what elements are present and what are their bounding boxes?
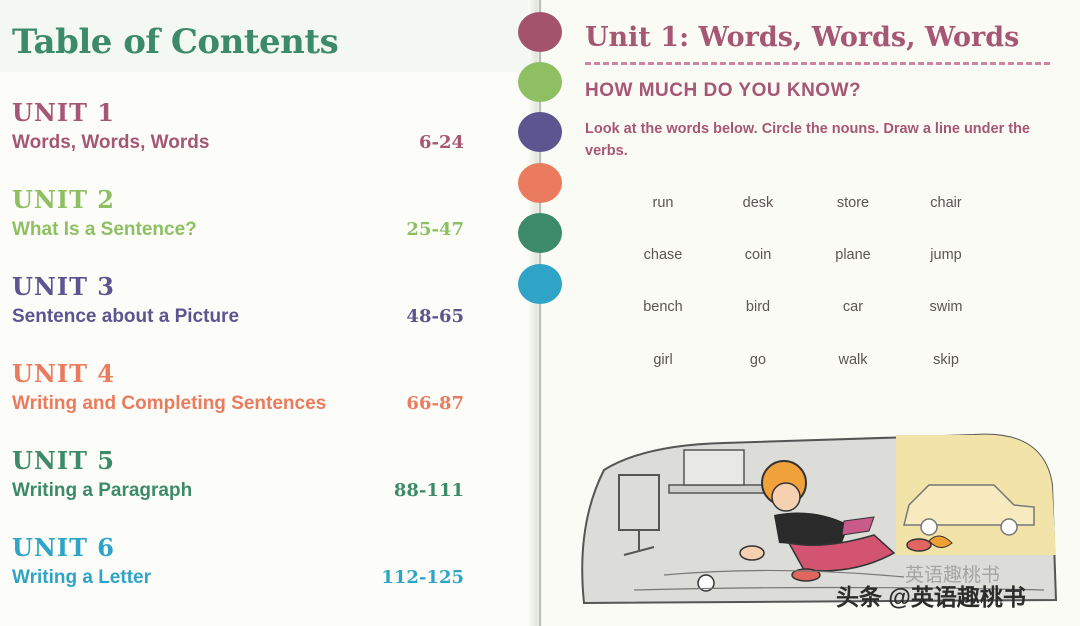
unit-pages: 88-111: [393, 480, 464, 501]
unit-name: Writing and Completing Sentences: [12, 393, 327, 414]
unit-name: Words, Words, Words: [12, 132, 210, 153]
tab-dot-unit-5[interactable]: [518, 213, 562, 253]
word-item[interactable]: bird: [745, 299, 771, 315]
toc-unit-6[interactable]: UNIT 6 Writing a Letter 112-125: [12, 533, 464, 603]
exercise-page: Unit 1: Words, Words, Words HOW MUCH DO …: [542, 0, 1080, 626]
tab-dot-unit-2[interactable]: [518, 62, 562, 102]
unit-heading: UNIT 2: [12, 185, 116, 214]
word-item[interactable]: girl: [653, 352, 673, 368]
word-item[interactable]: chair: [930, 195, 962, 211]
word-item[interactable]: car: [842, 299, 864, 315]
unit-name: Writing a Letter: [12, 567, 151, 588]
word-item[interactable]: coin: [744, 247, 772, 263]
unit-heading: UNIT 5: [12, 446, 116, 475]
unit-name: Sentence about a Picture: [12, 306, 240, 327]
unit-heading: UNIT 3: [12, 272, 116, 301]
toc-unit-5[interactable]: UNIT 5 Writing a Paragraph 88-111: [12, 446, 464, 516]
word-item[interactable]: bench: [643, 299, 683, 315]
toc-title: Table of Contents: [12, 22, 339, 62]
tab-dot-unit-3[interactable]: [518, 112, 562, 152]
unit-pages: 6-24: [418, 132, 464, 153]
unit-name: What Is a Sentence?: [12, 219, 197, 240]
tab-dot-unit-4[interactable]: [518, 163, 562, 203]
toc-unit-3[interactable]: UNIT 3 Sentence about a Picture 48-65: [12, 272, 464, 342]
toc-page: Table of Contents UNIT 1 Words, Words, W…: [0, 0, 538, 626]
word-item[interactable]: skip: [933, 352, 959, 368]
unit-pages: 48-65: [406, 306, 464, 327]
toc-unit-2[interactable]: UNIT 2 What Is a Sentence? 25-47: [12, 185, 464, 255]
word-item[interactable]: run: [652, 195, 674, 211]
word-item[interactable]: desk: [742, 195, 774, 211]
word-item[interactable]: walk: [838, 352, 868, 368]
word-item[interactable]: go: [749, 352, 767, 368]
toc-header: Table of Contents: [0, 0, 538, 72]
unit-pages: 25-47: [406, 219, 464, 240]
tab-dot-unit-1[interactable]: [518, 12, 562, 52]
unit-heading: UNIT 4: [12, 359, 116, 388]
exercise-title: Unit 1: Words, Words, Words: [585, 22, 1020, 53]
word-item[interactable]: swim: [929, 299, 963, 315]
word-item[interactable]: plane: [835, 247, 871, 263]
cartoon-illustration: [581, 433, 1058, 605]
unit-heading: UNIT 1: [12, 98, 116, 127]
exercise-subtitle: HOW MUCH DO YOU KNOW?: [585, 80, 862, 101]
word-item[interactable]: chase: [643, 247, 683, 263]
dashed-divider: [585, 62, 1050, 65]
watermark-ghost-text: 英语趣桃书: [905, 565, 1001, 586]
unit-heading: UNIT 6: [12, 533, 116, 562]
unit-pages: 66-87: [406, 393, 464, 414]
book-spine-shadow: [528, 0, 542, 626]
toc-unit-4[interactable]: UNIT 4 Writing and Completing Sentences …: [12, 359, 464, 429]
word-item[interactable]: jump: [930, 247, 962, 263]
unit-name: Writing a Paragraph: [12, 480, 193, 501]
toc-unit-1[interactable]: UNIT 1 Words, Words, Words 6-24: [12, 98, 464, 168]
watermark-text: 头条 @英语趣桃书: [836, 584, 1026, 610]
exercise-instructions: Look at the words below. Circle the noun…: [585, 121, 1030, 159]
tab-dot-unit-6[interactable]: [518, 264, 562, 304]
unit-pages: 112-125: [381, 567, 464, 588]
book-spine: [539, 0, 541, 626]
word-item[interactable]: store: [836, 195, 870, 211]
